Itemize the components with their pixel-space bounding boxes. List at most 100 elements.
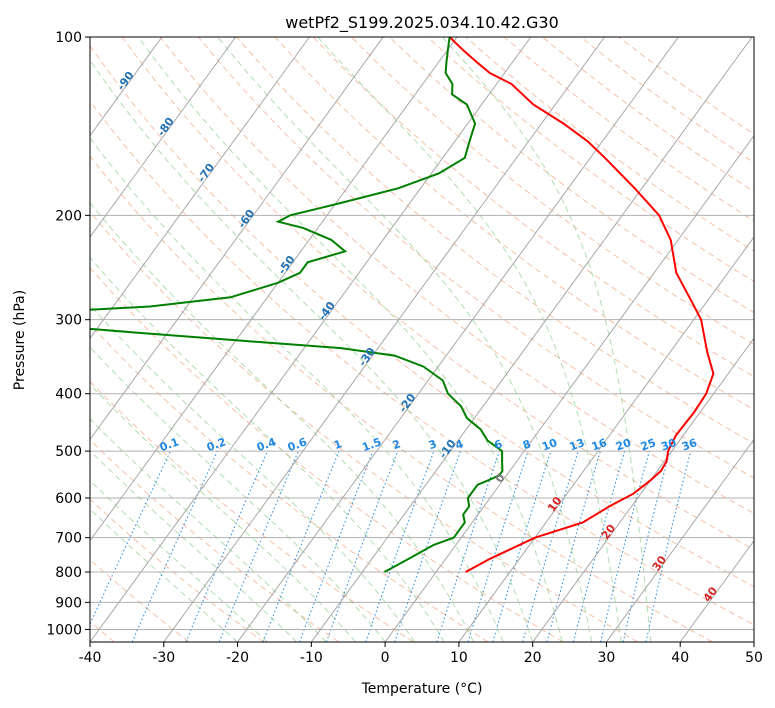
mixing-ratio-line — [365, 450, 435, 642]
isotherm-line — [90, 37, 384, 441]
dry-adiabat-line — [90, 323, 489, 642]
dry-adiabat-line — [90, 100, 754, 626]
mixing-ratio-label: 30 — [659, 436, 678, 454]
y-tick-label: 400 — [55, 387, 82, 403]
y-tick-label: 200 — [55, 208, 82, 224]
mixing-ratio-line — [546, 450, 601, 642]
y-tick-label: 1000 — [46, 622, 82, 638]
dry-adiabat-line — [465, 37, 754, 252]
isotherm-line — [90, 37, 532, 642]
x-axis-label: Temperature (°C) — [361, 681, 483, 697]
isotherm-label: -20 — [396, 391, 418, 415]
y-tick-label: 300 — [55, 313, 82, 329]
moist-adiabat-line — [217, 37, 593, 642]
moist-adiabat-line — [90, 304, 416, 642]
moist-adiabat-line — [90, 383, 356, 642]
isotherm-line — [384, 134, 754, 642]
temperature-profile-line — [448, 37, 715, 573]
dry-adiabat-line — [618, 37, 754, 135]
moist-adiabat-line — [317, 37, 622, 642]
mixing-ratio-line — [218, 450, 299, 642]
moist-adiabat-line — [90, 508, 238, 642]
moist-adiabat-line — [90, 201, 475, 642]
isotherm-line — [679, 539, 754, 642]
moist-adiabat-line — [90, 137, 504, 642]
y-tick-label: 700 — [55, 531, 82, 547]
mixing-ratio-line — [90, 450, 171, 626]
isotherm-line — [90, 37, 310, 340]
isotherm-line — [532, 337, 754, 642]
mixing-ratio-label: 25 — [639, 436, 658, 453]
isotherm-label: 30 — [650, 553, 670, 573]
dry-adiabat-line — [159, 37, 754, 514]
dry-adiabat-line — [389, 37, 754, 314]
mixing-ratio-label: 0.1 — [158, 435, 181, 454]
x-tick-label: -20 — [226, 650, 249, 666]
mixing-ratio-line — [645, 450, 692, 642]
x-tick-label: 20 — [524, 650, 542, 666]
mixing-ratio-label: 1.5 — [360, 435, 383, 454]
dry-adiabat-line — [274, 37, 754, 411]
mixing-ratio-line — [573, 450, 626, 642]
x-tick-label: 50 — [745, 650, 763, 666]
dry-adiabat-line — [427, 37, 754, 283]
moist-adiabat-line — [90, 449, 297, 642]
mixing-ratio-line — [185, 450, 268, 642]
x-tick-label: -30 — [152, 650, 175, 666]
mixing-ratio-line — [394, 450, 462, 642]
isotherm-label: -80 — [155, 115, 177, 139]
isotherm-line — [753, 641, 754, 642]
mixing-ratio-label: 0.2 — [205, 435, 228, 454]
moist-adiabat-line — [137, 37, 563, 642]
dry-adiabat-line — [90, 211, 639, 642]
y-tick-label: 500 — [55, 444, 82, 460]
mixing-ratio-label: 3 — [427, 437, 439, 452]
dry-adiabat-line — [90, 155, 713, 642]
mixing-ratio-label: 8 — [521, 437, 533, 452]
mixing-ratio-line — [467, 450, 529, 642]
dewpoint-profile-line — [90, 37, 504, 573]
isotherm-line — [310, 37, 753, 642]
x-tick-label: -40 — [79, 650, 102, 666]
mixing-ratio-label: 2 — [391, 437, 403, 452]
isotherm-label: 10 — [545, 494, 565, 514]
isotherm-line — [458, 236, 754, 642]
x-tick-label: 10 — [450, 650, 468, 666]
y-tick-label: 100 — [55, 30, 82, 46]
mixing-ratio-line — [299, 450, 374, 642]
mixing-ratio-label: 0.4 — [255, 435, 278, 454]
x-tick-label: -10 — [300, 650, 323, 666]
mixing-ratio-label: 4 — [454, 437, 466, 452]
mixing-ratio-label: 13 — [568, 436, 587, 453]
mixing-ratio-label: 6 — [492, 437, 504, 452]
mixing-ratio-label: 20 — [614, 436, 633, 454]
y-tick-label: 600 — [55, 491, 82, 507]
mixing-ratio-label: 0.6 — [286, 435, 309, 454]
x-tick-label: 0 — [381, 650, 390, 666]
y-axis-label: Pressure (hPa) — [12, 290, 28, 390]
isotherm-label: -90 — [114, 69, 136, 93]
mixing-ratio-label: 1 — [332, 437, 344, 452]
isotherm-label: -30 — [356, 345, 378, 369]
mixing-ratio-line — [600, 450, 650, 642]
x-tick-label: 30 — [598, 650, 616, 666]
mixing-ratio-line — [436, 450, 500, 642]
plot-frame — [89, 36, 755, 643]
dry-adiabat-line — [121, 37, 754, 551]
moist-adiabat-line — [441, 37, 652, 642]
mixing-ratio-line — [522, 450, 579, 642]
x-tick-label: 40 — [671, 650, 689, 666]
isotherm-line — [237, 37, 679, 642]
isotherm-line — [605, 438, 754, 642]
mixing-ratio-line — [131, 450, 218, 642]
y-tick-label: 800 — [55, 565, 82, 581]
dry-adiabat-line — [198, 37, 754, 479]
mixing-ratio-label: 16 — [590, 436, 609, 454]
isotherm-line — [163, 37, 606, 642]
dry-adiabat-line — [236, 37, 754, 445]
moist-adiabat-line — [90, 256, 445, 642]
chart-title: wetPf2_S199.2025.034.10.42.G30 — [285, 13, 559, 33]
moist-adiabat-line — [90, 346, 386, 642]
isotherm-line — [90, 37, 237, 238]
